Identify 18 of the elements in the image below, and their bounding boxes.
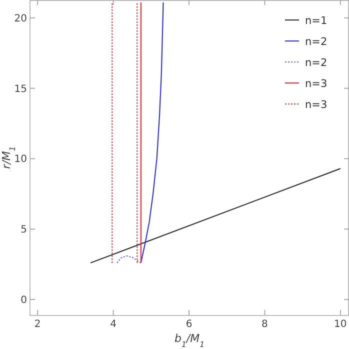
x-tick-label: 8 bbox=[262, 319, 268, 330]
y-tick-label: 10 bbox=[14, 154, 27, 166]
line-series bbox=[140, 2, 164, 264]
legend-label: n=3 bbox=[305, 99, 328, 111]
x-tick-label: 6 bbox=[186, 319, 192, 330]
y-tick-label: 0 bbox=[20, 295, 27, 306]
legend-label: n=2 bbox=[305, 57, 328, 69]
legend-label: n=2 bbox=[305, 36, 328, 48]
legend-label: n=1 bbox=[305, 15, 328, 27]
y-tick-label: 20 bbox=[14, 13, 27, 24]
y-tick-label: 5 bbox=[20, 224, 27, 236]
x-tick-label: 2 bbox=[34, 319, 41, 330]
legend-label: n=3 bbox=[305, 78, 328, 90]
line-series bbox=[116, 255, 142, 264]
y-tick-label: 15 bbox=[14, 84, 27, 95]
x-axis-title: b$_{1}$/M$_{1}$ bbox=[174, 332, 204, 348]
x-tick-label: 4 bbox=[110, 319, 116, 330]
x-tick-label: 10 bbox=[334, 319, 347, 330]
